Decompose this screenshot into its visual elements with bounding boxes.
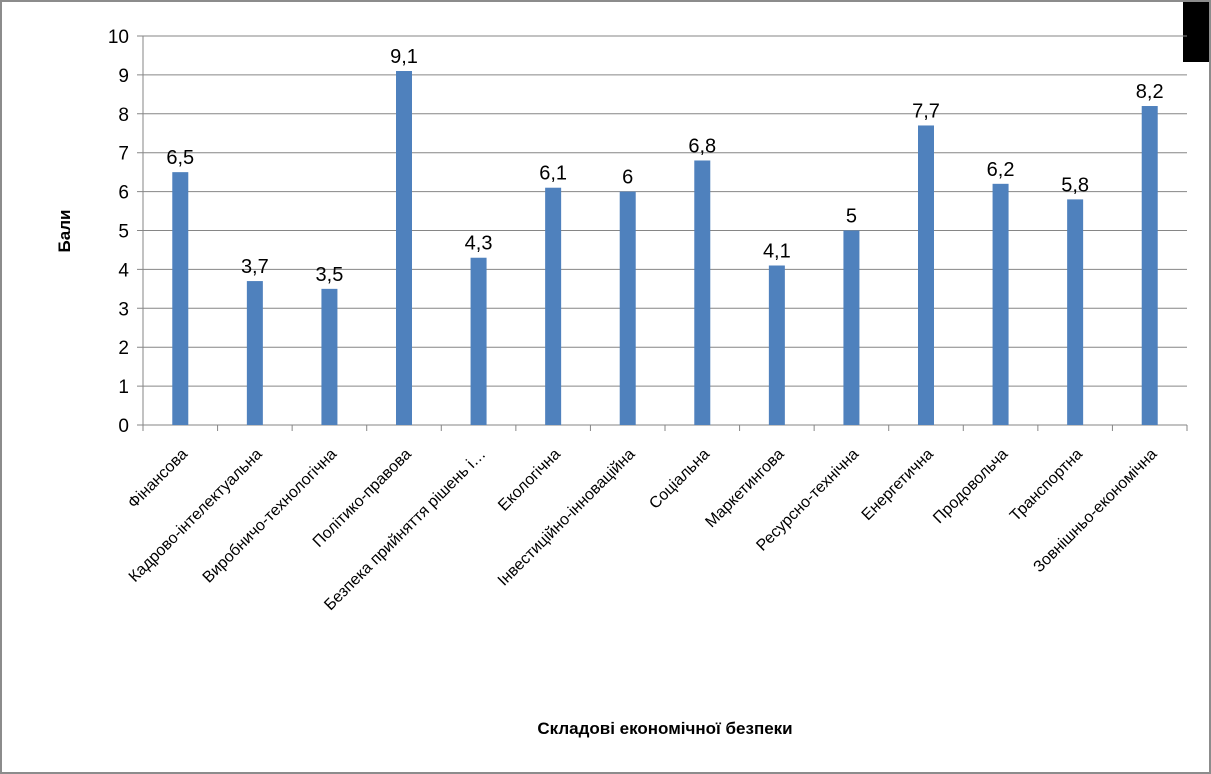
y-tick-label: 7 [118, 144, 129, 165]
bar [246, 281, 263, 425]
category-label: Безпека прийняття рішень і… [321, 446, 489, 614]
data-label: 5 [846, 206, 857, 228]
y-tick-label: 10 [108, 27, 129, 48]
y-tick-label: 9 [118, 66, 129, 87]
data-label: 4,3 [465, 233, 493, 255]
y-tick-label: 1 [118, 377, 129, 398]
y-tick-label: 8 [118, 105, 129, 126]
data-label: 4,1 [763, 241, 791, 263]
category-label: Транспортна [1007, 446, 1086, 525]
data-label: 6,5 [166, 147, 194, 169]
category-label: Маркетингова [702, 446, 787, 531]
bar [545, 187, 562, 425]
bar [619, 191, 636, 425]
bar [321, 288, 338, 425]
bar [694, 160, 711, 426]
bar [172, 172, 189, 425]
bar [992, 183, 1009, 425]
data-label: 6,1 [539, 163, 567, 185]
bar [768, 265, 785, 425]
bar [843, 230, 860, 425]
y-tick-label: 3 [118, 299, 129, 320]
category-label: Інвестиційно-інноваційна [495, 446, 639, 590]
category-labels: ФінансоваКадрово-інтелектуальнаВиробничо… [125, 446, 1161, 614]
category-label: Екологічна [495, 446, 564, 515]
data-label: 3,5 [316, 264, 344, 286]
y-tick-label: 2 [118, 338, 129, 359]
data-label: 9,1 [390, 46, 418, 68]
y-tick-label: 6 [118, 183, 129, 204]
bars [172, 71, 1158, 426]
category-label: Фінансова [125, 446, 191, 512]
gridlines [137, 35, 1188, 431]
y-tick-label: 5 [118, 222, 129, 243]
y-tick-labels: 0 1 2 3 4 5 6 7 8 9 10 [108, 27, 130, 437]
category-label: Продовольча [930, 446, 1011, 527]
data-label: 6,2 [987, 159, 1015, 181]
bar [470, 257, 487, 425]
bar [1141, 106, 1158, 426]
bar [396, 71, 412, 425]
category-label: Соціальна [646, 446, 713, 513]
data-label: 8,2 [1136, 81, 1164, 103]
category-label: Кадрово-інтелектуальна [126, 446, 266, 586]
data-label: 6 [622, 167, 633, 189]
category-label: Зовнішньо-економічна [1030, 446, 1160, 576]
data-label: 5,8 [1061, 174, 1089, 196]
data-label: 7,7 [912, 100, 940, 122]
y-axis-title: Бали [55, 210, 74, 253]
category-label: Виробничо-технологічна [200, 446, 341, 587]
bar [918, 125, 934, 425]
data-labels: 6,5 3,7 3,5 9,1 4,3 6,1 6 6,8 4,1 5 7,7 6,2 5,8 8,2 [166, 46, 1163, 286]
data-label: 3,7 [241, 256, 269, 278]
data-label: 6,8 [688, 135, 716, 157]
bar [1067, 199, 1084, 425]
category-label: Енергетична [859, 446, 937, 524]
y-tick-label: 4 [118, 260, 129, 281]
x-axis-title: Складові економічної безпеки [537, 719, 792, 738]
y-tick-label: 0 [118, 416, 129, 437]
corner-mark [1183, 2, 1209, 62]
